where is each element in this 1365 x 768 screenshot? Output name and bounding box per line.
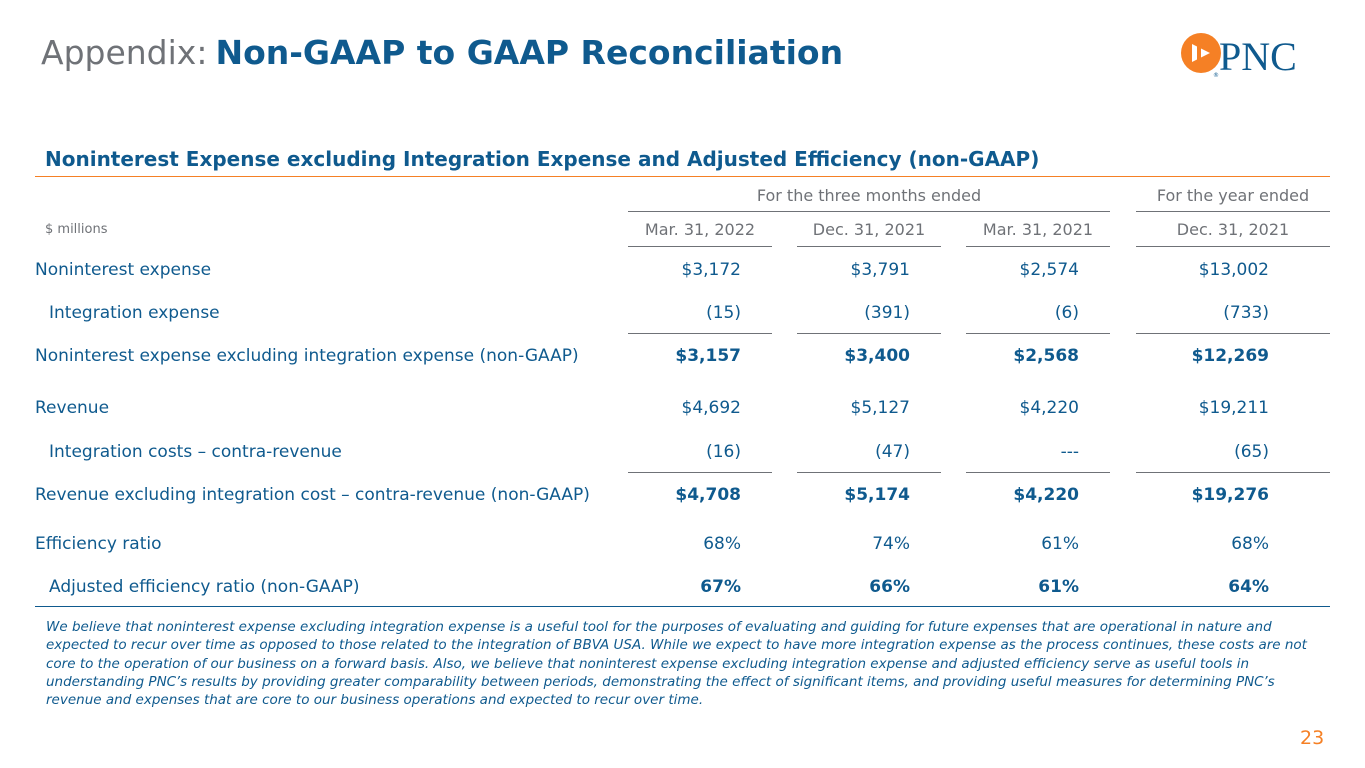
column-header-underline — [628, 246, 772, 247]
page-title-main: Non-GAAP to GAAP Reconciliation — [215, 33, 844, 72]
group-header-underline-quarter — [628, 211, 1110, 212]
table-cell: 64% — [1228, 577, 1269, 597]
footnote: We believe that noninterest expense excl… — [46, 619, 1307, 709]
table-cell: 67% — [700, 577, 741, 597]
table-cell: $3,157 — [675, 346, 741, 366]
table-cell: 74% — [872, 534, 910, 554]
table-cell: (47) — [875, 442, 910, 462]
table-cell: (65) — [1234, 442, 1269, 462]
column-header-underline — [797, 246, 941, 247]
table-cell: $3,791 — [850, 260, 910, 280]
row-label: Revenue excluding integration cost – con… — [35, 485, 590, 505]
table-cell: (15) — [706, 303, 741, 323]
logo-bar — [1197, 44, 1201, 62]
subtotal-rule — [966, 472, 1110, 473]
section-title: Noninterest Expense excluding Integratio… — [45, 147, 1040, 171]
column-header: Dec. 31, 2021 — [1176, 220, 1290, 239]
table-cell: $5,174 — [844, 485, 910, 505]
logo-text: PNC — [1219, 34, 1297, 78]
column-header: Mar. 31, 2021 — [982, 220, 1094, 239]
subtotal-rule — [966, 333, 1110, 334]
subtotal-rule — [797, 472, 941, 473]
table-cell: $5,127 — [850, 398, 910, 418]
column-header: Mar. 31, 2022 — [644, 220, 756, 239]
row-label: Efficiency ratio — [35, 534, 162, 554]
table-cell: $2,574 — [1019, 260, 1079, 280]
row-label: Noninterest expense excluding integratio… — [35, 346, 579, 366]
table-cell: 66% — [869, 577, 910, 597]
table-cell: $12,269 — [1191, 346, 1269, 366]
table-cell: $4,692 — [681, 398, 741, 418]
column-header-underline — [966, 246, 1110, 247]
table-cell: (16) — [706, 442, 741, 462]
row-label: Revenue — [35, 398, 110, 418]
group-header-quarter: For the three months ended — [756, 186, 982, 205]
page-number: 23 — [1300, 727, 1325, 749]
table-cell: $4,220 — [1019, 398, 1079, 418]
table-cell: $3,172 — [681, 260, 741, 280]
table-cell: 68% — [703, 534, 741, 554]
table-cell: 61% — [1041, 534, 1079, 554]
page-title: Appendix: Non-GAAP to GAAP Reconciliation — [41, 31, 843, 75]
table-cell: $4,220 — [1013, 485, 1079, 505]
pnc-logo-mark: PNC ® — [1181, 33, 1297, 79]
pnc-logo: PNC ® — [1177, 30, 1330, 79]
table-cell: $19,276 — [1191, 485, 1269, 505]
table-cell: 61% — [1038, 577, 1079, 597]
table-cell: (6) — [1054, 303, 1079, 323]
group-header-year: For the year ended — [1156, 186, 1310, 205]
table-cell: (391) — [864, 303, 910, 323]
page-title-prefix: Appendix: — [41, 33, 208, 72]
row-label: Noninterest expense — [35, 260, 212, 280]
group-header-underline-year — [1136, 211, 1330, 212]
subtotal-rule — [628, 333, 772, 334]
table-cell: 68% — [1231, 534, 1269, 554]
subtotal-rule — [797, 333, 941, 334]
units-label: $ millions — [45, 222, 108, 237]
subtotal-rule — [1136, 333, 1330, 334]
subtotal-rule — [1136, 472, 1330, 473]
table-cell: $19,211 — [1198, 398, 1269, 418]
table-cell: $3,400 — [844, 346, 910, 366]
table-bottom-rule — [35, 606, 1330, 607]
row-label: Integration costs – contra-revenue — [49, 442, 342, 462]
table-cell: --- — [1060, 442, 1079, 462]
table-cell: (733) — [1223, 303, 1269, 323]
row-label: Adjusted efficiency ratio (non-GAAP) — [49, 577, 360, 597]
row-label: Integration expense — [49, 303, 220, 323]
table-cell: $13,002 — [1198, 260, 1269, 280]
column-header-underline — [1136, 246, 1330, 247]
section-divider — [35, 176, 1330, 177]
column-header: Dec. 31, 2021 — [812, 220, 926, 239]
subtotal-rule — [628, 472, 772, 473]
table-cell: $4,708 — [675, 485, 741, 505]
logo-registered-mark: ® — [1213, 72, 1219, 78]
table-cell: $2,568 — [1013, 346, 1079, 366]
